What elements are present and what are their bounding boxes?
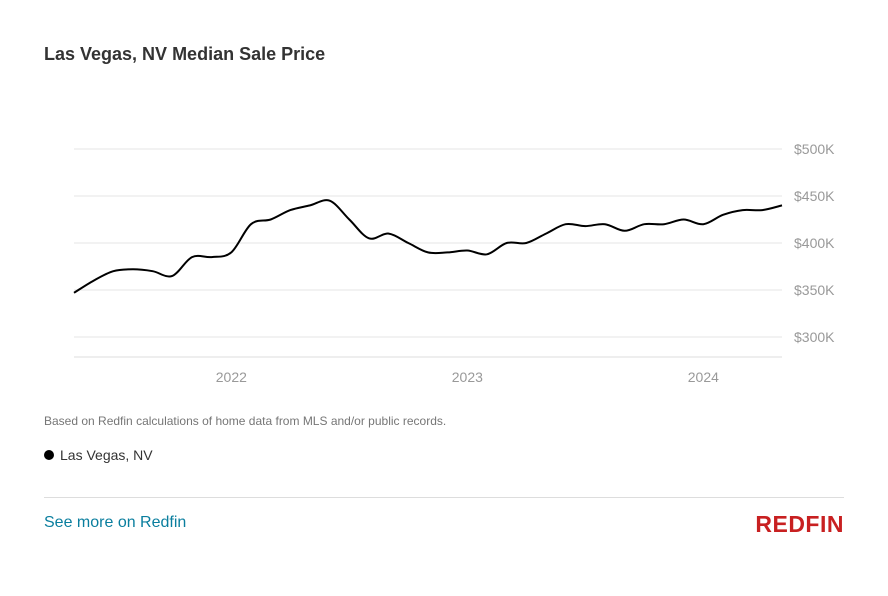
series-line (73, 199, 783, 294)
redfin-logo: REDFIN (755, 511, 844, 537)
y-tick-label: $300K (794, 329, 835, 345)
y-tick-label: $500K (794, 141, 835, 157)
legend-marker (44, 450, 54, 460)
y-axis-ticks: $300K $350K $400K $450K $500K (794, 141, 835, 345)
x-axis-ticks: 2022 2023 2024 (216, 369, 719, 385)
y-tick-label: $400K (794, 235, 835, 251)
data-source-note: Based on Redfin calculations of home dat… (44, 414, 447, 428)
see-more-link[interactable]: See more on Redfin (44, 514, 187, 531)
chart-legend: Las Vegas, NV (44, 447, 153, 463)
chart-series (73, 199, 783, 294)
divider (44, 497, 844, 498)
y-tick-label: $350K (794, 282, 835, 298)
legend-label: Las Vegas, NV (60, 447, 153, 463)
y-tick-label: $450K (794, 188, 835, 204)
chart-title: Las Vegas, NV Median Sale Price (44, 44, 326, 64)
x-tick-label: 2024 (688, 369, 719, 385)
x-tick-label: 2023 (452, 369, 483, 385)
x-tick-label: 2022 (216, 369, 247, 385)
line-chart: $300K $350K $400K $450K $500K 2022 2023 2024 (73, 141, 835, 385)
chart-grid (74, 148, 782, 358)
